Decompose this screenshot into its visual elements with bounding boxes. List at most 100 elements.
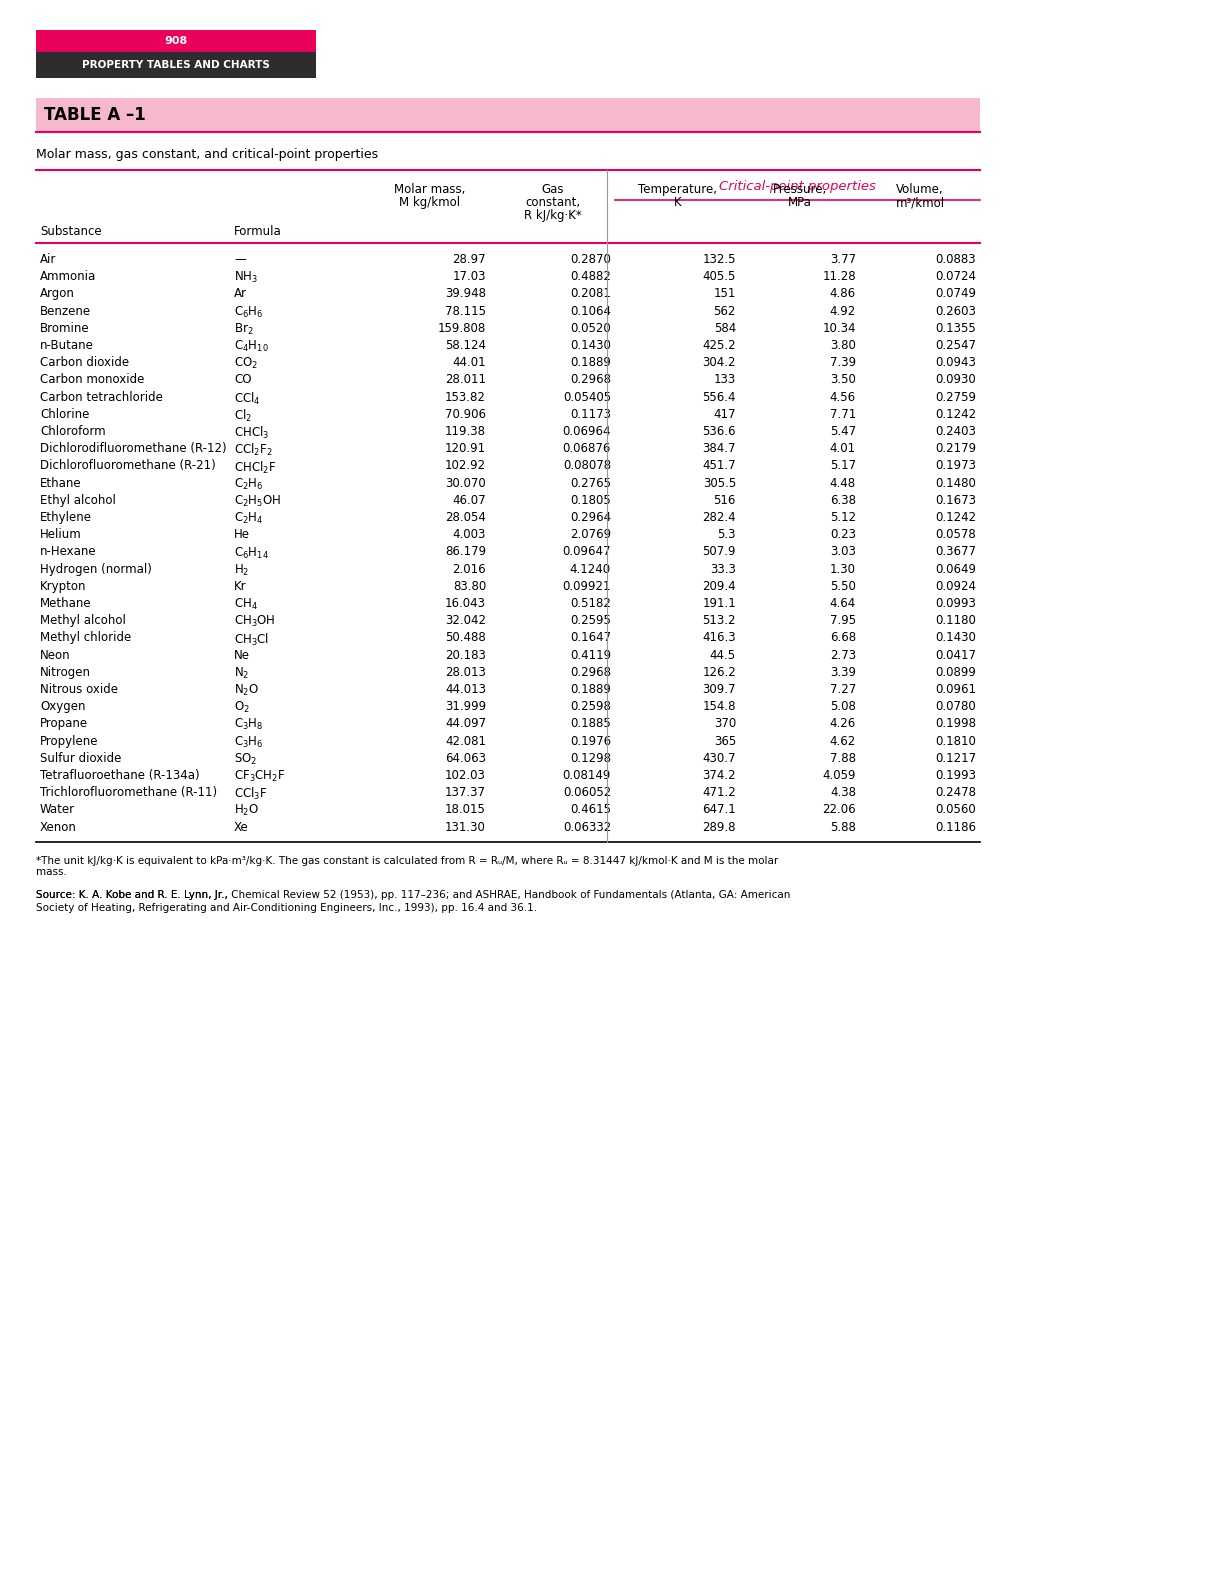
Text: 4.26: 4.26 [830,718,856,730]
Text: 58.124: 58.124 [446,339,486,352]
Text: Oxygen: Oxygen [40,700,86,713]
Text: 0.0943: 0.0943 [935,356,976,369]
Text: Neon: Neon [40,648,71,662]
Text: Cl$_2$: Cl$_2$ [234,407,252,425]
Text: Dichlorodifluoromethane (R-12): Dichlorodifluoromethane (R-12) [40,442,226,455]
Text: 5.47: 5.47 [830,425,856,439]
Text: *The unit kJ/kg·K is equivalent to kPa·m³/kg·K. The gas constant is calculated f: *The unit kJ/kg·K is equivalent to kPa·m… [35,855,778,878]
Text: 0.08078: 0.08078 [563,459,611,472]
Text: 7.27: 7.27 [830,683,856,695]
Text: 4.01: 4.01 [830,442,856,455]
Text: TABLE A –1: TABLE A –1 [44,106,146,124]
Text: SO$_2$: SO$_2$ [234,752,257,767]
Text: 4.86: 4.86 [830,287,856,301]
Text: Bromine: Bromine [40,322,89,334]
Text: 2.0769: 2.0769 [570,527,611,542]
Text: 0.1242: 0.1242 [935,512,976,524]
Text: CCl$_4$: CCl$_4$ [234,391,261,407]
Text: 0.0724: 0.0724 [935,271,976,284]
Text: 0.2968: 0.2968 [570,665,611,680]
Text: 0.0961: 0.0961 [935,683,976,695]
Text: 31.999: 31.999 [444,700,486,713]
Text: R kJ/kg·K*: R kJ/kg·K* [524,209,581,222]
Text: 20.183: 20.183 [446,648,486,662]
Text: 0.2403: 0.2403 [935,425,976,439]
Text: 2.73: 2.73 [830,648,856,662]
Text: Chlorine: Chlorine [40,407,89,421]
Text: 417: 417 [714,407,736,421]
Text: 536.6: 536.6 [703,425,736,439]
Text: 0.08149: 0.08149 [563,768,611,782]
Text: Xenon: Xenon [40,821,77,833]
Text: Methane: Methane [40,597,92,610]
Text: Ethyl alcohol: Ethyl alcohol [40,494,116,507]
Text: 10.34: 10.34 [823,322,856,334]
Text: 908: 908 [164,36,187,46]
Text: 430.7: 430.7 [703,752,736,765]
Text: Formula: Formula [234,225,282,238]
Text: 44.097: 44.097 [444,718,486,730]
Text: Helium: Helium [40,527,82,542]
Text: 4.62: 4.62 [830,735,856,748]
Text: 556.4: 556.4 [703,391,736,404]
Text: Volume,: Volume, [896,184,944,196]
Text: 50.488: 50.488 [446,632,486,645]
Text: Molar mass, gas constant, and critical-point properties: Molar mass, gas constant, and critical-p… [35,147,378,162]
Text: 0.1242: 0.1242 [935,407,976,421]
Text: 3.80: 3.80 [830,339,856,352]
Text: 5.50: 5.50 [830,580,856,592]
Text: 3.39: 3.39 [830,665,856,680]
Text: PROPERTY TABLES AND CHARTS: PROPERTY TABLES AND CHARTS [82,60,271,70]
Text: 0.3677: 0.3677 [935,545,976,559]
Text: 374.2: 374.2 [703,768,736,782]
Text: 4.64: 4.64 [830,597,856,610]
Text: Argon: Argon [40,287,75,301]
Text: 0.0649: 0.0649 [935,562,976,575]
Text: 102.92: 102.92 [444,459,486,472]
Text: 5.3: 5.3 [717,527,736,542]
Text: 647.1: 647.1 [703,803,736,816]
Text: 22.06: 22.06 [823,803,856,816]
Text: Substance: Substance [40,225,102,238]
Text: O$_2$: O$_2$ [234,700,250,716]
Text: 4.003: 4.003 [453,527,486,542]
Text: 42.081: 42.081 [446,735,486,748]
Text: Source: K. A. Kobe and R. E. Lynn, Jr.,: Source: K. A. Kobe and R. E. Lynn, Jr., [35,890,231,900]
Text: 0.2759: 0.2759 [935,391,976,404]
Text: 0.0560: 0.0560 [935,803,976,816]
Text: 151: 151 [714,287,736,301]
Text: 0.23: 0.23 [830,527,856,542]
Text: 0.1298: 0.1298 [570,752,611,765]
Text: Gas: Gas [541,184,564,196]
Text: 16.043: 16.043 [446,597,486,610]
Text: Kr: Kr [234,580,246,592]
Text: H$_2$: H$_2$ [234,562,250,578]
Text: 365: 365 [714,735,736,748]
Text: 154.8: 154.8 [703,700,736,713]
Text: 102.03: 102.03 [446,768,486,782]
Text: 2.016: 2.016 [453,562,486,575]
Text: 120.91: 120.91 [444,442,486,455]
Text: 0.1217: 0.1217 [935,752,976,765]
Text: 0.09921: 0.09921 [563,580,611,592]
Text: 4.1240: 4.1240 [570,562,611,575]
Bar [35,98,980,131]
Text: 6.38: 6.38 [830,494,856,507]
Text: Ar: Ar [234,287,247,301]
Text: 0.1673: 0.1673 [935,494,976,507]
Text: 0.06052: 0.06052 [563,786,611,800]
Text: Nitrous oxide: Nitrous oxide [40,683,118,695]
Text: MPa: MPa [788,196,812,209]
Text: 137.37: 137.37 [446,786,486,800]
Text: Br$_2$: Br$_2$ [234,322,253,337]
Text: 0.1810: 0.1810 [935,735,976,748]
Text: 7.95: 7.95 [830,615,856,627]
Text: 0.0883: 0.0883 [935,253,976,266]
Text: 0.2478: 0.2478 [935,786,976,800]
Text: n-Hexane: n-Hexane [40,545,97,559]
Text: 0.2081: 0.2081 [570,287,611,301]
Text: 86.179: 86.179 [444,545,486,559]
Text: 0.0930: 0.0930 [935,374,976,386]
Text: 0.09647: 0.09647 [563,545,611,559]
Text: 309.7: 309.7 [703,683,736,695]
